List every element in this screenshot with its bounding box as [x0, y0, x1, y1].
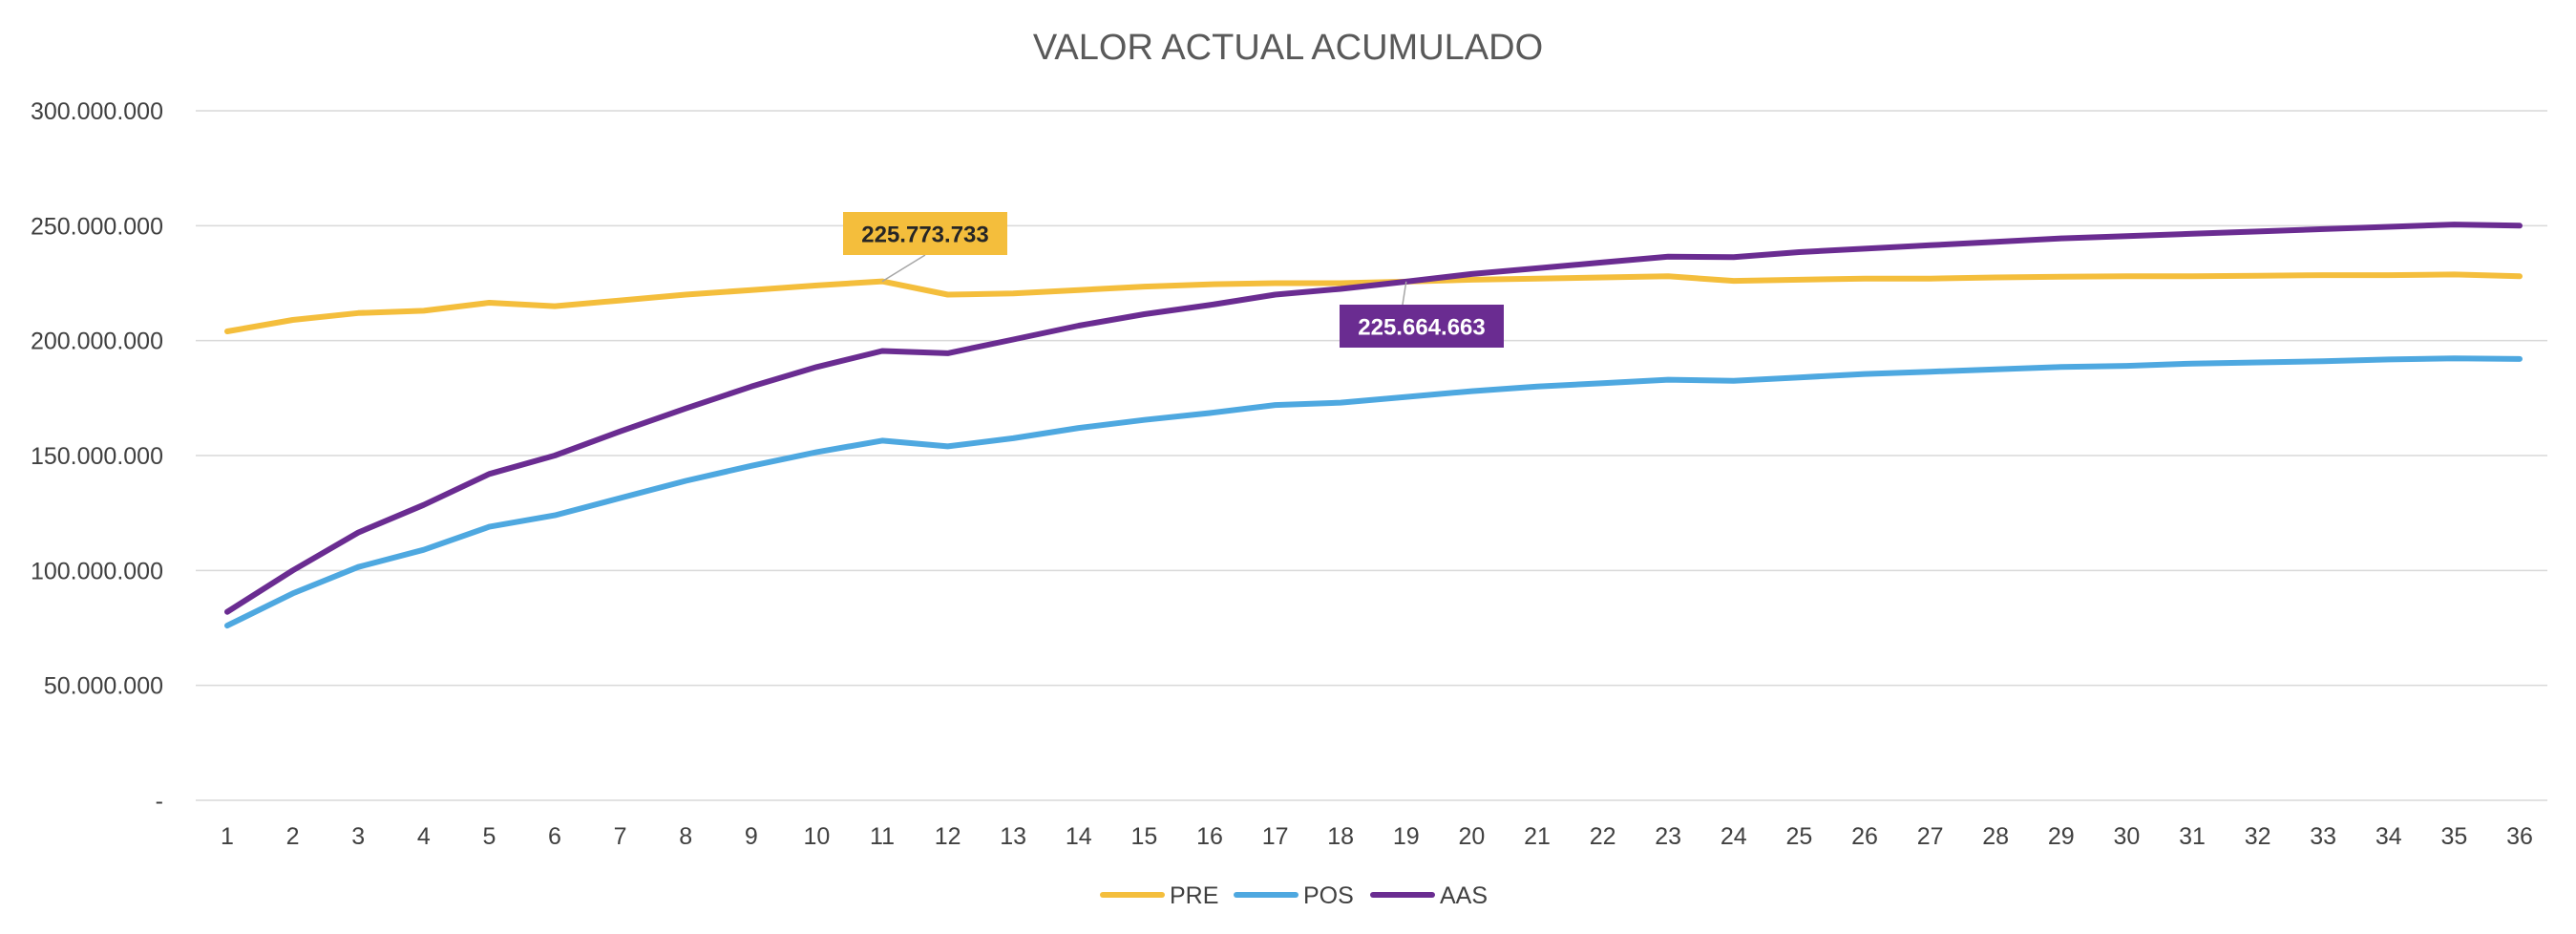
- y-tick-label: 150.000.000: [31, 443, 163, 470]
- callout-leader: [1402, 281, 1407, 306]
- x-tick-label: 24: [1721, 823, 1747, 850]
- data-callouts: 225.773.733 225.664.663: [843, 212, 1504, 348]
- y-tick-label: 200.000.000: [31, 329, 163, 355]
- x-tick-label: 35: [2440, 823, 2467, 850]
- x-tick-label: 9: [745, 823, 758, 850]
- legend-label: AAS: [1440, 882, 1488, 909]
- y-axis-ticks: - 50.000.000 100.000.000 150.000.000 200.000…: [31, 98, 163, 815]
- callout-box: [1340, 305, 1504, 348]
- y-tick-label: 100.000.000: [31, 558, 163, 584]
- x-tick-label: 3: [351, 823, 365, 850]
- x-tick-label: 1: [221, 823, 234, 850]
- x-axis-ticks: 1 2 3 4 5 6 7 8 9 10 11 12 13 14 15 16 17 18 19 20 21 22 23 24 2…: [221, 823, 2533, 850]
- series-lines: [224, 222, 2523, 629]
- x-tick-label: 7: [614, 823, 627, 850]
- callout-box: [843, 212, 1007, 255]
- legend-item-aas: AAS: [1370, 882, 1488, 909]
- x-tick-label: 20: [1458, 823, 1485, 850]
- y-tick-label: 250.000.000: [31, 213, 163, 240]
- x-tick-label: 8: [679, 823, 692, 850]
- x-tick-label: 10: [803, 823, 830, 850]
- y-tick-label: 50.000.000: [44, 673, 163, 700]
- callout-pre: 225.773.733: [843, 212, 1007, 283]
- x-tick-label: 28: [1982, 823, 2009, 850]
- x-tick-label: 25: [1785, 823, 1812, 850]
- series-line-pos: [224, 355, 2523, 629]
- legend-item-pos: POS: [1234, 882, 1354, 909]
- x-tick-label: 30: [2113, 823, 2140, 850]
- y-tick-label: -: [156, 788, 163, 815]
- callout-aas: 225.664.663: [1340, 281, 1504, 348]
- x-tick-label: 22: [1590, 823, 1616, 850]
- series-line-aas: [224, 222, 2523, 615]
- x-tick-label: 2: [286, 823, 300, 850]
- series-pos: [224, 355, 2523, 629]
- x-tick-label: 36: [2506, 823, 2533, 850]
- x-tick-label: 4: [417, 823, 431, 850]
- series-aas: [224, 222, 2523, 615]
- x-tick-label: 21: [1524, 823, 1551, 850]
- legend-label: PRE: [1170, 882, 1218, 909]
- x-tick-label: 6: [548, 823, 561, 850]
- callout-label: 225.773.733: [861, 223, 988, 248]
- x-tick-label: 14: [1066, 823, 1092, 850]
- x-tick-label: 26: [1851, 823, 1878, 850]
- x-tick-label: 32: [2245, 823, 2271, 850]
- x-tick-label: 33: [2310, 823, 2336, 850]
- x-tick-label: 13: [1000, 823, 1026, 850]
- chart-title: VALOR ACTUAL ACUMULADO: [1033, 28, 1543, 68]
- x-tick-label: 16: [1196, 823, 1223, 850]
- callout-leader: [881, 254, 926, 283]
- callout-label: 225.664.663: [1358, 315, 1485, 341]
- x-tick-label: 19: [1393, 823, 1420, 850]
- x-tick-label: 27: [1917, 823, 1944, 850]
- x-tick-label: 18: [1327, 823, 1354, 850]
- x-tick-label: 31: [2179, 823, 2206, 850]
- legend-label: POS: [1303, 882, 1354, 909]
- x-tick-label: 5: [482, 823, 496, 850]
- x-tick-label: 23: [1655, 823, 1681, 850]
- x-tick-label: 17: [1262, 823, 1289, 850]
- legend: PRE POS AAS: [1100, 882, 1488, 909]
- x-tick-label: 29: [2048, 823, 2075, 850]
- x-tick-label: 12: [935, 823, 961, 850]
- x-tick-label: 15: [1130, 823, 1157, 850]
- x-tick-label: 11: [870, 823, 895, 850]
- x-tick-label: 34: [2375, 823, 2402, 850]
- y-tick-label: 300.000.000: [31, 98, 163, 125]
- legend-item-pre: PRE: [1100, 882, 1218, 909]
